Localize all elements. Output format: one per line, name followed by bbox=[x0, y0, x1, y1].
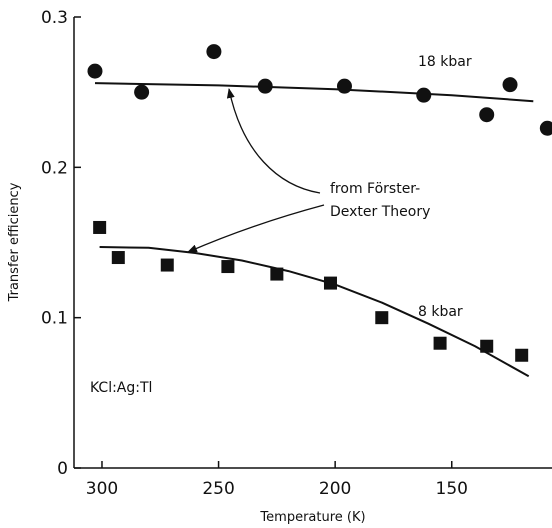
y-tick-label: 0.2 bbox=[41, 158, 68, 178]
point-18kbar bbox=[479, 107, 495, 123]
data-points bbox=[87, 44, 552, 362]
point-8kbar bbox=[270, 267, 284, 281]
axes: 0 0.1 0.2 0.3 300 250 200 150 bbox=[41, 8, 552, 499]
point-18kbar bbox=[206, 44, 222, 60]
point-8kbar bbox=[160, 258, 174, 272]
point-8kbar bbox=[221, 260, 235, 274]
point-8kbar bbox=[111, 251, 125, 265]
x-tick-label: 200 bbox=[319, 479, 351, 499]
point-8kbar bbox=[515, 348, 529, 362]
point-18kbar bbox=[416, 87, 432, 103]
point-8kbar bbox=[93, 220, 107, 234]
arrow-to-18kbar-fit bbox=[226, 88, 321, 194]
y-tick-label: 0.1 bbox=[41, 309, 68, 329]
y-tick-label: 0 bbox=[57, 459, 68, 479]
point-18kbar bbox=[87, 63, 103, 79]
theory-label-line2: Dexter Theory bbox=[330, 204, 430, 220]
point-18kbar bbox=[502, 77, 518, 93]
y-tick-label: 0.3 bbox=[41, 8, 68, 28]
point-18kbar bbox=[539, 120, 552, 136]
point-8kbar bbox=[433, 336, 447, 350]
label-18kbar: 18 kbar bbox=[418, 54, 472, 70]
sample-label: KCl:Ag:Tl bbox=[90, 380, 152, 396]
y-axis-label: Transfer efficiency bbox=[7, 182, 22, 302]
point-8kbar bbox=[323, 276, 337, 290]
fit-curve-18kbar bbox=[94, 82, 534, 103]
labels: 18 kbar 8 kbar from Förster- Dexter Theo… bbox=[7, 54, 472, 525]
fit-curves bbox=[94, 82, 534, 378]
theory-label-line1: from Förster- bbox=[330, 181, 420, 197]
point-18kbar bbox=[134, 84, 150, 100]
arrow-to-8kbar-fit bbox=[187, 204, 325, 253]
point-18kbar bbox=[336, 78, 352, 94]
annotation-arrows bbox=[187, 88, 325, 253]
x-tick-label: 150 bbox=[436, 479, 468, 499]
label-8kbar: 8 kbar bbox=[418, 304, 463, 320]
x-tick-label: 300 bbox=[86, 479, 118, 499]
x-axis-label: Temperature (K) bbox=[259, 510, 365, 525]
x-tick-label: 250 bbox=[202, 479, 234, 499]
point-8kbar bbox=[480, 339, 494, 353]
point-18kbar bbox=[257, 78, 273, 94]
fit-curve-8kbar bbox=[99, 246, 530, 378]
point-8kbar bbox=[375, 311, 389, 325]
